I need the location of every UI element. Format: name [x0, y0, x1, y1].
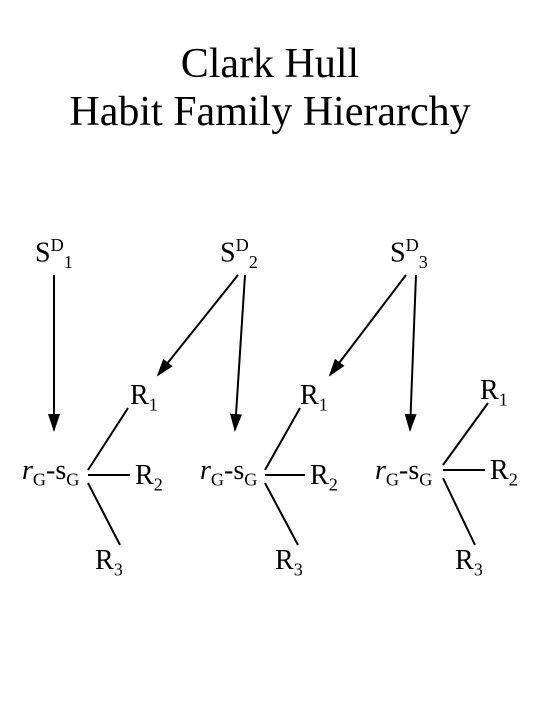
node-rg-a: rG-sG — [22, 455, 79, 491]
node-r3-b: R3 — [275, 545, 303, 581]
node-sd1: SD1 — [35, 235, 73, 273]
node-r2-c: R2 — [490, 455, 518, 491]
node-r2-a: R2 — [135, 460, 163, 496]
node-rg-c: rG-sG — [375, 455, 432, 491]
node-r1-a: R1 — [130, 380, 158, 416]
node-sd3: SD3 — [390, 235, 428, 273]
title-block: Clark Hull Habit Family Hierarchy — [0, 40, 540, 137]
node-r2-b: R2 — [310, 460, 338, 496]
node-r1-c: R1 — [480, 375, 508, 411]
node-r1-b: R1 — [300, 380, 328, 416]
title-line-2: Habit Family Hierarchy — [69, 89, 470, 135]
node-r3-c: R3 — [455, 545, 483, 581]
node-r3-a: R3 — [95, 545, 123, 581]
node-sd2: SD2 — [220, 235, 258, 273]
title-line-1: Clark Hull — [181, 41, 359, 87]
diagram-canvas: Clark Hull Habit Family Hierarchy SD1 SD… — [0, 0, 540, 720]
node-rg-b: rG-sG — [200, 455, 257, 491]
